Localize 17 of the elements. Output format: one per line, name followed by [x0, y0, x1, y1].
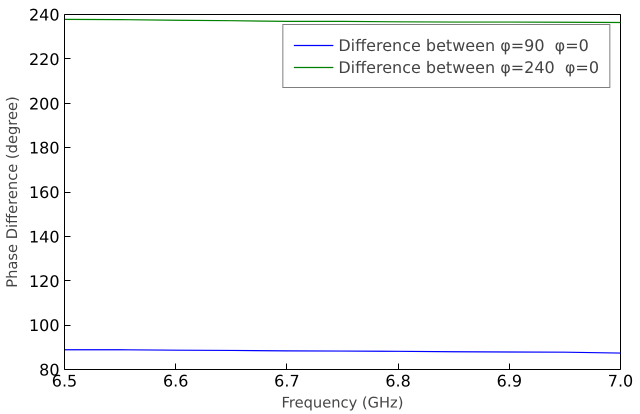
y-tick-label: 180 [28, 138, 60, 158]
y-tick-label: 140 [28, 227, 60, 246]
y-tick-label: 200 [28, 94, 60, 114]
y-tick-label: 160 [28, 183, 60, 202]
x-tick-label: 6.9 [496, 372, 522, 390]
y-tick-label: 220 [28, 50, 60, 69]
y-axis-title: Phase Difference (degree) [4, 96, 21, 288]
y-tick-label: 100 [28, 316, 60, 336]
x-tick-label: 7.0 [608, 372, 634, 390]
x-tick-label: 6.7 [274, 372, 300, 390]
y-tick-label: 240 [28, 6, 60, 24]
legend-label: Difference between φ=90 φ=0 [338, 36, 589, 54]
y-tick-label: 120 [28, 272, 60, 291]
x-tick-label: 6.6 [162, 372, 188, 390]
x-tick-label: 6.8 [385, 372, 411, 390]
x-axis-title: Frequency (GHz) [282, 394, 404, 412]
legend-label: Difference between φ=240 φ=0 [338, 58, 599, 76]
